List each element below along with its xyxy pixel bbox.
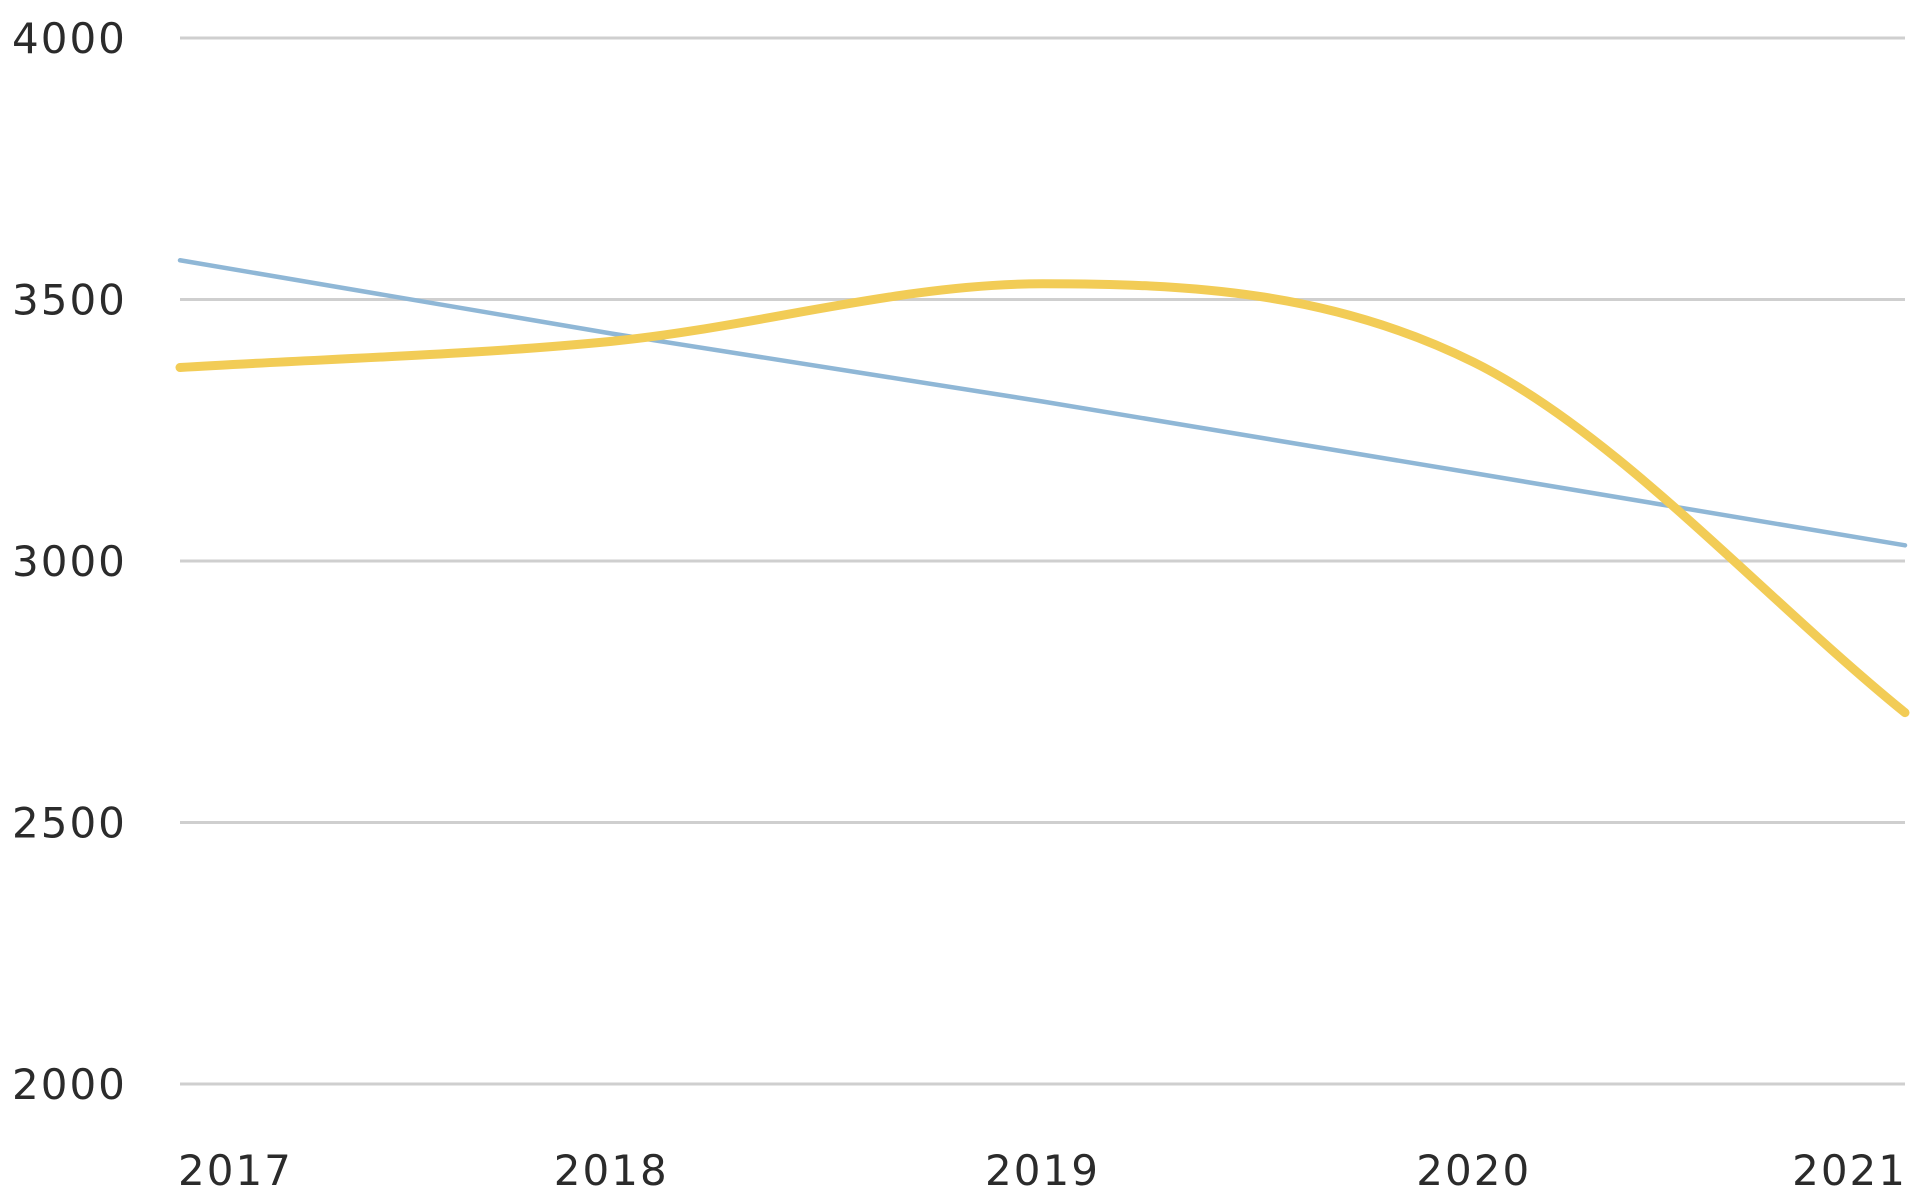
y-tick-label: 4000 xyxy=(12,14,127,63)
series-line-blue xyxy=(177,258,1908,548)
x-axis: 2017 2018 2019 2020 2021 xyxy=(178,1146,1907,1195)
y-tick-label: 3000 xyxy=(12,537,127,586)
series-line-yellow xyxy=(175,279,1910,718)
x-tick-label: 2021 xyxy=(1792,1146,1907,1195)
x-tick-label: 2020 xyxy=(1416,1146,1531,1195)
series-lines xyxy=(175,258,1910,718)
y-axis: 4000 3500 3000 2500 2000 xyxy=(12,14,127,1109)
x-tick-label: 2017 xyxy=(178,1146,293,1195)
y-tick-label: 2000 xyxy=(12,1060,127,1109)
gridlines xyxy=(180,36,1905,1086)
y-tick-label: 3500 xyxy=(12,276,127,325)
x-tick-label: 2019 xyxy=(985,1146,1100,1195)
y-tick-label: 2500 xyxy=(12,799,127,848)
x-tick-label: 2018 xyxy=(554,1146,669,1195)
